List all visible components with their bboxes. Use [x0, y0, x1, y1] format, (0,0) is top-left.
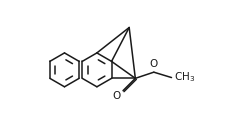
Text: $\mathregular{CH_3}$: $\mathregular{CH_3}$	[173, 71, 194, 84]
Text: O: O	[112, 91, 120, 101]
Text: O: O	[149, 59, 157, 69]
